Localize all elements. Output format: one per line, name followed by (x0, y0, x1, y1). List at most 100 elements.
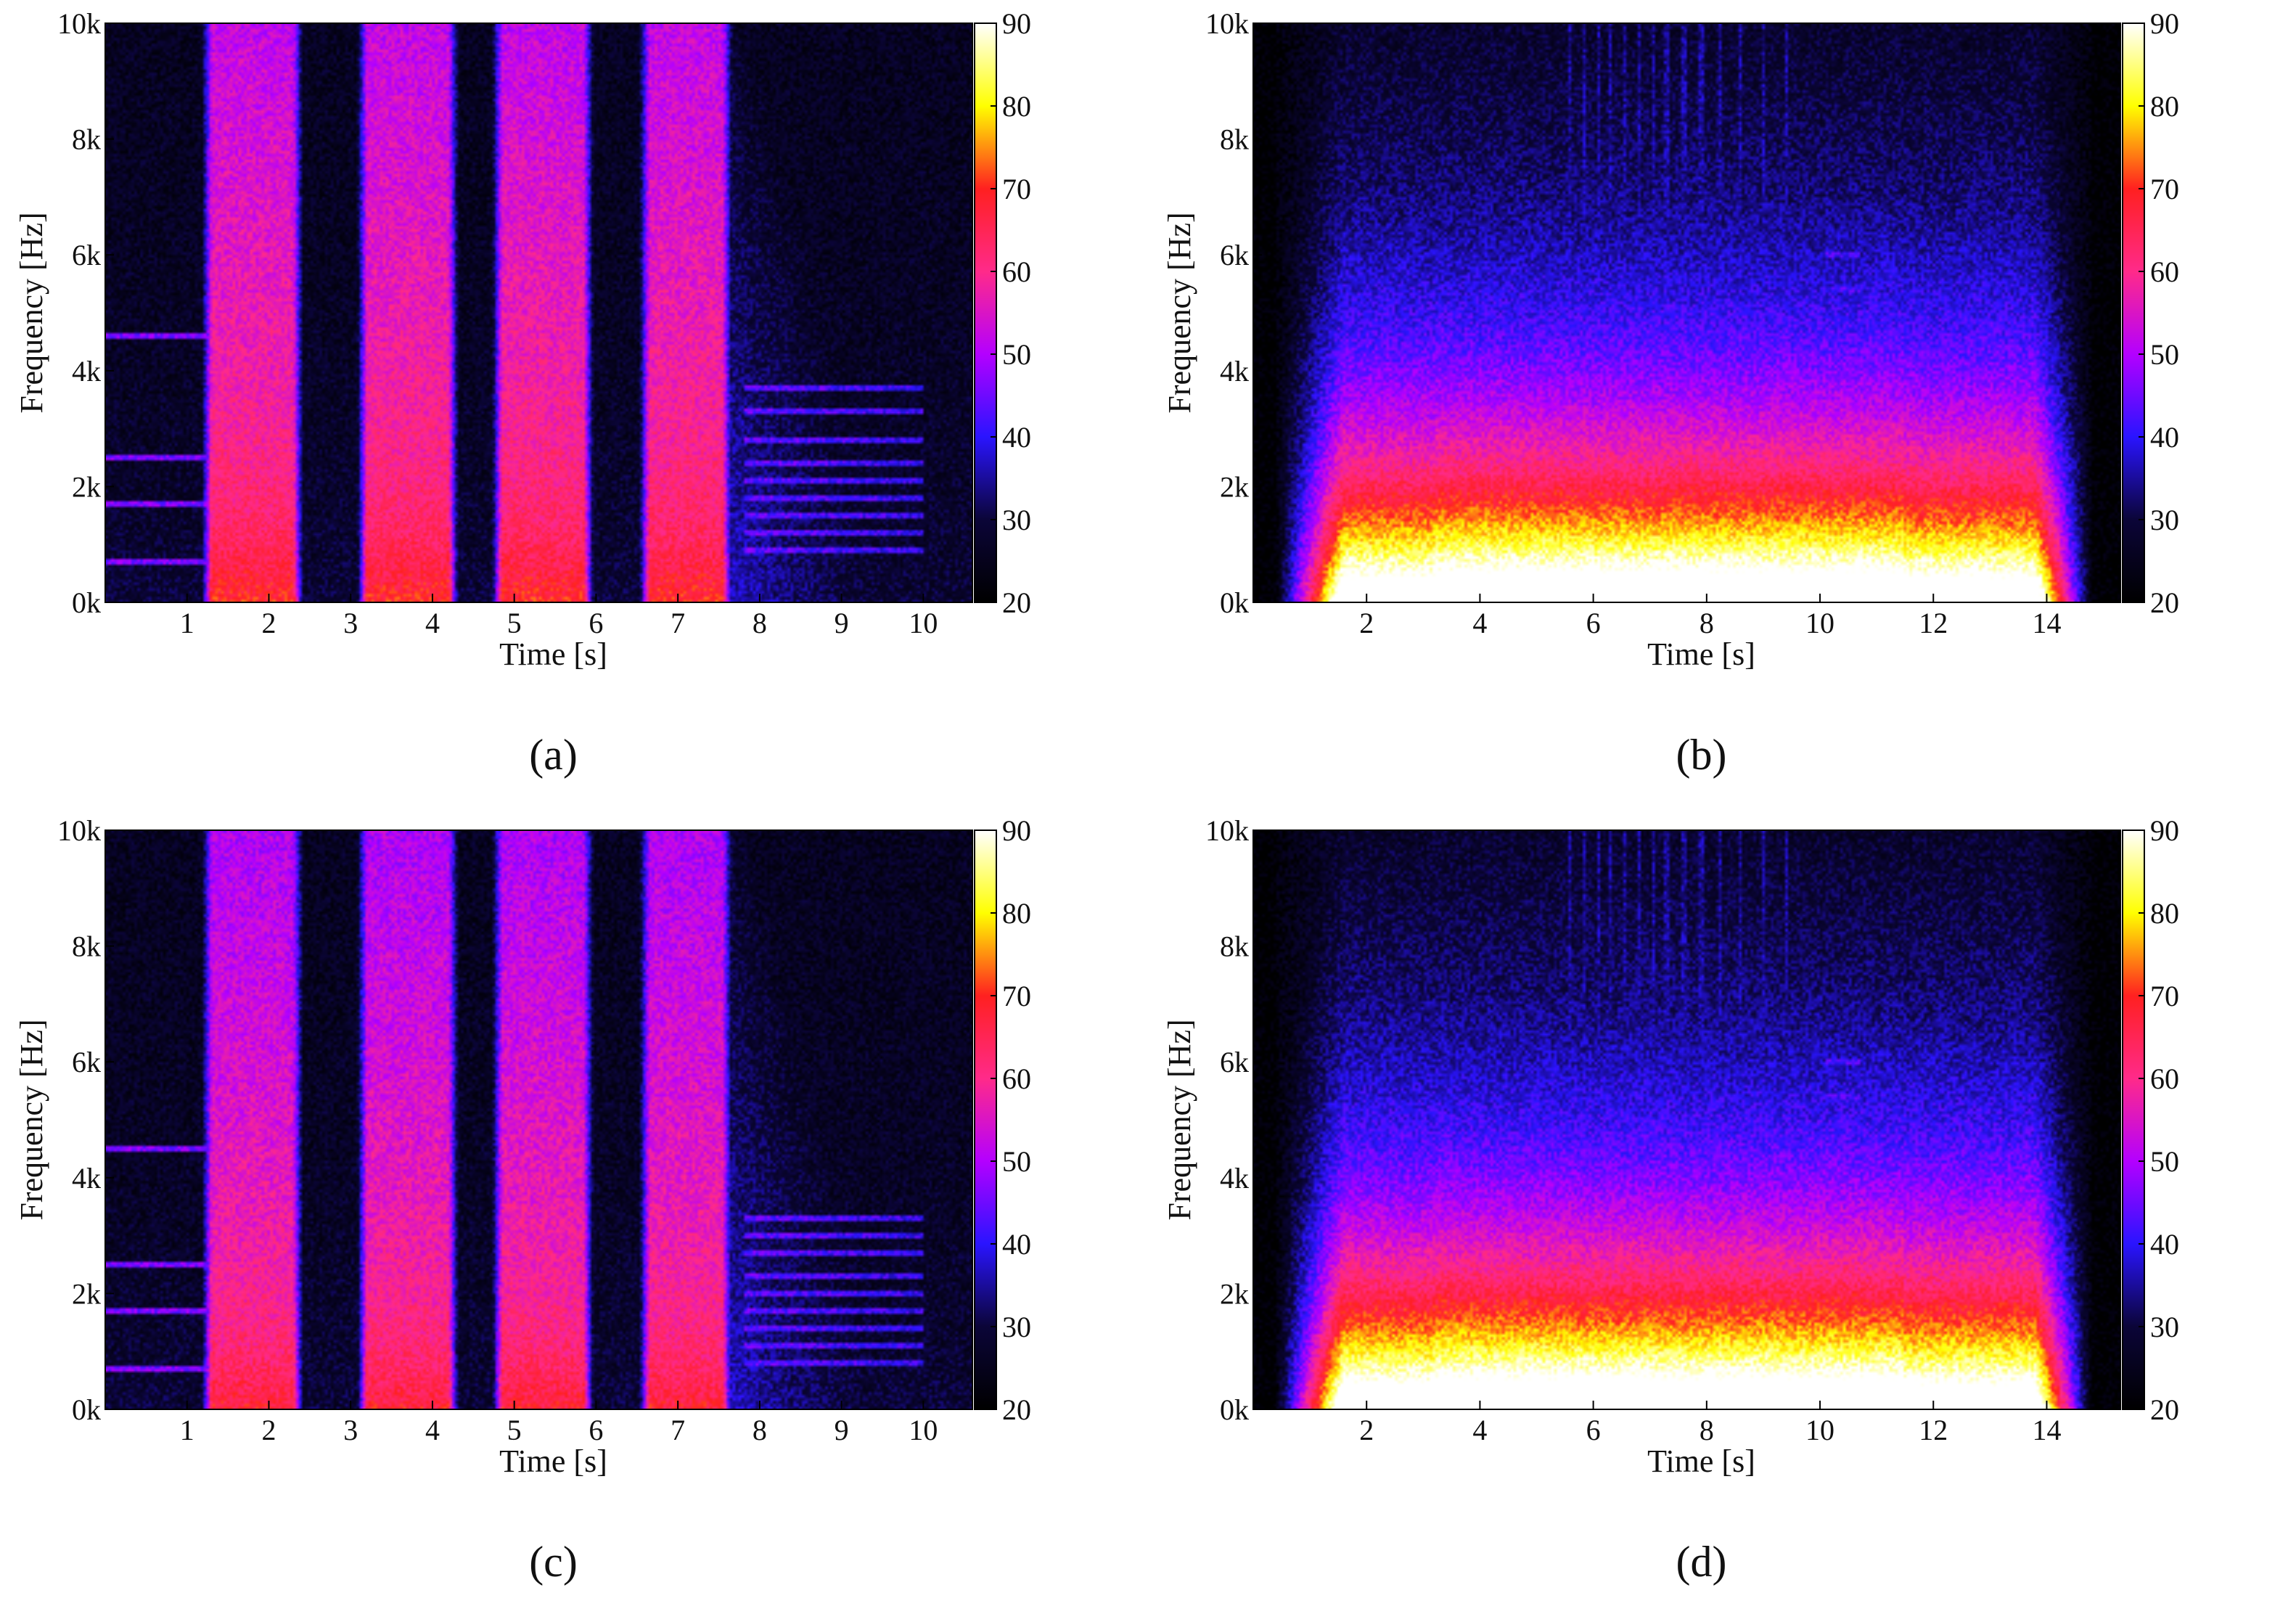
colorbar-tick-label: 30 (2150, 504, 2179, 536)
x-axis-label: Time [s] (1647, 1443, 1755, 1479)
spectrogram-panel-3: 2 4 6 8 10 12 14 0k 2k 4k 6k 8k 10k Time [s] Frequency… (1162, 814, 2179, 1586)
plot-frame (1252, 829, 2121, 1410)
colorbar-tick-label: 60 (2150, 1062, 2179, 1095)
x-tick-label: 4 (1472, 1414, 1487, 1446)
colorbar-tick-label: 20 (2150, 1393, 2179, 1426)
panel-caption: (a) (529, 731, 578, 779)
x-tick-label: 12 (1919, 607, 1948, 639)
y-tick-label: 6k (72, 1046, 101, 1078)
colorbar-tick-label: 50 (2150, 1145, 2179, 1178)
y-axis-label: Frequency [Hz] (1162, 212, 1197, 413)
x-tick-label: 4 (1472, 607, 1487, 639)
y-tick-label: 8k (1220, 930, 1249, 963)
y-tick-label: 4k (72, 1162, 101, 1195)
colorbar-tick-label: 80 (1002, 897, 1031, 930)
colorbar-tick-label: 80 (1002, 90, 1031, 123)
y-tick-label: 2k (1220, 470, 1249, 503)
y-tick-label: 0k (1220, 1393, 1249, 1426)
colorbar-tick-label: 40 (1002, 1228, 1031, 1261)
y-axis-label: Frequency [Hz] (1162, 1019, 1197, 1220)
y-tick-label: 8k (72, 123, 101, 156)
x-tick-label: 9 (835, 607, 849, 639)
x-tick-label: 6 (589, 607, 603, 639)
x-tick-label: 5 (507, 1414, 522, 1446)
x-tick-label: 7 (671, 607, 685, 639)
x-tick-label: 8 (1700, 607, 1714, 639)
plot-frame (1252, 22, 2121, 603)
colorbar-tick-label: 30 (1002, 504, 1031, 536)
colorbar-tick-label: 50 (1002, 338, 1031, 371)
x-tick-label: 8 (753, 1414, 767, 1446)
colorbar-tick-label: 60 (1002, 255, 1031, 288)
x-tick-label: 5 (507, 607, 522, 639)
spectrogram-image (1253, 830, 2120, 1409)
colorbar-tick-label: 20 (2150, 586, 2179, 619)
x-tick-label: 4 (425, 1414, 440, 1446)
colorbar-tick-label: 50 (1002, 1145, 1031, 1178)
colorbar-tick-label: 20 (1002, 586, 1031, 619)
colorbar-tick-label: 90 (1002, 7, 1031, 40)
x-axis-label: Time [s] (499, 636, 607, 672)
colorbar-tick-label: 80 (2150, 897, 2179, 930)
y-tick-label: 8k (72, 930, 101, 963)
colorbar-tick-label: 70 (1002, 173, 1031, 205)
colorbar (2122, 22, 2145, 603)
y-tick-label: 10k (1205, 814, 1249, 847)
spectrogram-panel-0: 1 2 3 4 5 6 7 8 9 10 0k 2k 4k 6k 8k 10k Time [s] Frequenc… (14, 7, 1031, 779)
x-tick-label: 2 (261, 1414, 276, 1446)
y-tick-label: 2k (72, 1277, 101, 1310)
colorbar-tick-label: 40 (2150, 421, 2179, 454)
y-tick-label: 4k (72, 355, 101, 388)
y-tick-label: 6k (1220, 239, 1249, 271)
y-tick-label: 0k (72, 1393, 101, 1426)
colorbar-tick-label: 90 (2150, 7, 2179, 40)
x-tick-label: 6 (1586, 1414, 1601, 1446)
x-tick-label: 10 (1805, 1414, 1834, 1446)
x-tick-label: 8 (753, 607, 767, 639)
spectrogram-image (1253, 23, 2120, 602)
colorbar-tick-label: 50 (2150, 338, 2179, 371)
spectrogram-panel-2: 1 2 3 4 5 6 7 8 9 10 0k 2k 4k 6k 8k 10k Time [s] Frequenc… (14, 814, 1031, 1586)
colorbar (2122, 829, 2145, 1410)
y-tick-label: 6k (1220, 1046, 1249, 1078)
x-tick-label: 10 (909, 1414, 938, 1446)
x-tick-label: 2 (261, 607, 276, 639)
y-tick-label: 10k (1205, 7, 1249, 40)
x-tick-label: 14 (2032, 607, 2061, 639)
plot-frame (104, 829, 973, 1410)
spectrogram-image (105, 830, 972, 1409)
x-axis-label: Time [s] (499, 1443, 607, 1479)
y-tick-label: 0k (72, 586, 101, 619)
x-tick-label: 9 (835, 1414, 849, 1446)
x-tick-label: 3 (343, 1414, 358, 1446)
x-tick-label: 2 (1359, 607, 1374, 639)
colorbar (974, 22, 997, 603)
colorbar-tick-label: 40 (1002, 421, 1031, 454)
y-tick-label: 2k (72, 470, 101, 503)
panel-caption: (d) (1676, 1538, 1727, 1586)
colorbar (974, 829, 997, 1410)
y-tick-label: 4k (1220, 355, 1249, 388)
x-tick-label: 3 (343, 607, 358, 639)
colorbar-tick-label: 30 (2150, 1311, 2179, 1343)
x-tick-label: 8 (1700, 1414, 1714, 1446)
colorbar-tick-label: 80 (2150, 90, 2179, 123)
y-tick-label: 10k (57, 814, 101, 847)
x-tick-label: 1 (180, 607, 194, 639)
panel-caption: (c) (529, 1538, 578, 1586)
y-tick-label: 4k (1220, 1162, 1249, 1195)
x-tick-label: 10 (1805, 607, 1834, 639)
panel-caption: (b) (1676, 731, 1727, 779)
x-tick-label: 1 (180, 1414, 194, 1446)
y-tick-label: 6k (72, 239, 101, 271)
x-axis-label: Time [s] (1647, 636, 1755, 672)
y-tick-label: 8k (1220, 123, 1249, 156)
x-tick-label: 14 (2032, 1414, 2061, 1446)
spectrogram-panel-1: 2 4 6 8 10 12 14 0k 2k 4k 6k 8k 10k Time [s] Frequency… (1162, 7, 2179, 779)
x-tick-label: 12 (1919, 1414, 1948, 1446)
plot-frame (104, 22, 973, 603)
x-tick-label: 6 (589, 1414, 603, 1446)
colorbar-tick-label: 90 (1002, 814, 1031, 847)
colorbar-tick-label: 60 (1002, 1062, 1031, 1095)
colorbar-tick-label: 70 (2150, 980, 2179, 1012)
